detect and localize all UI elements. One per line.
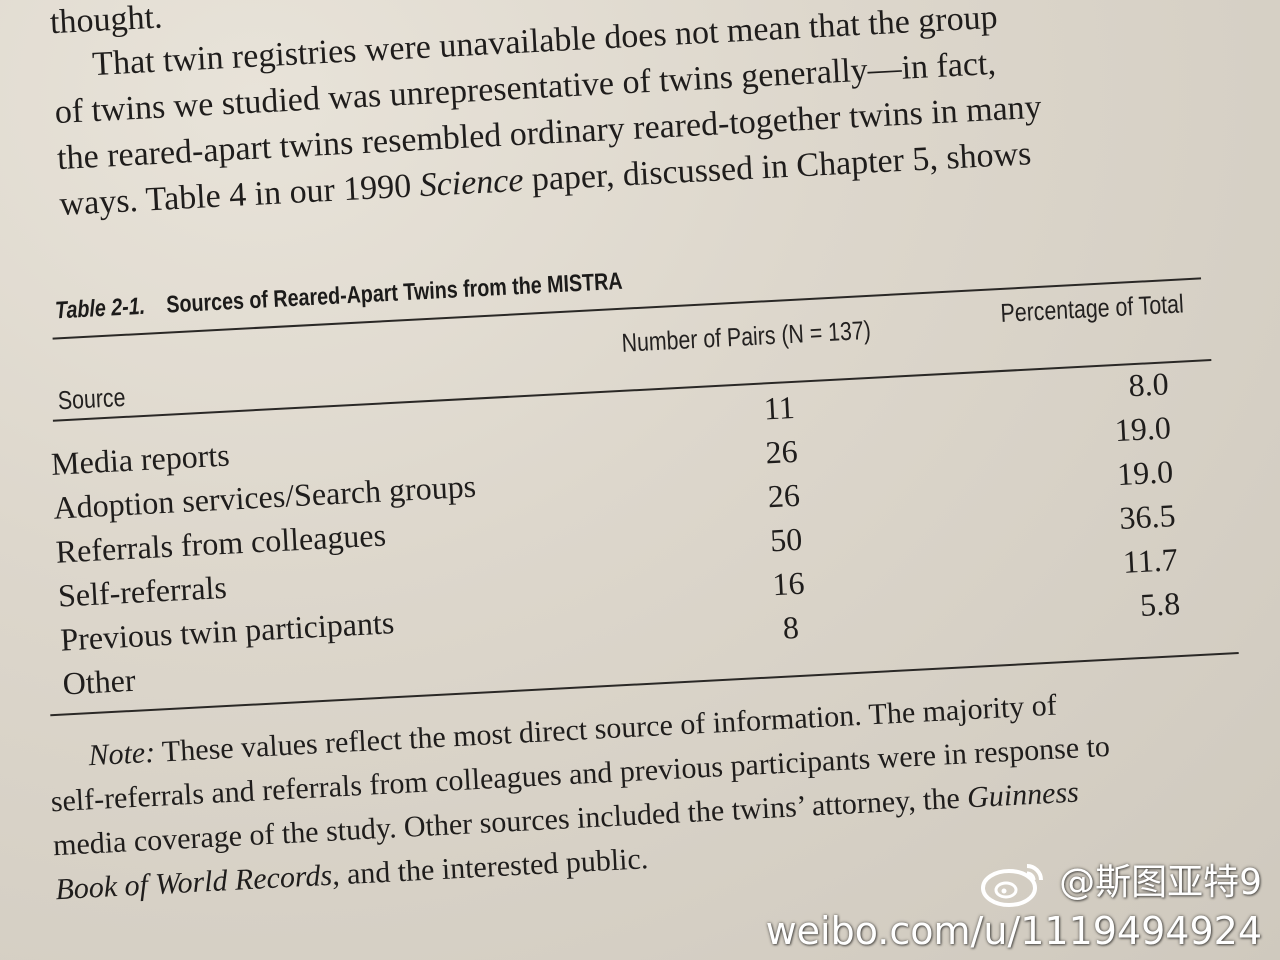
- cell-percentage: 19.0: [1113, 409, 1172, 449]
- column-header-percentage: Percentage of Total: [999, 288, 1185, 328]
- watermark-handle: @斯图亚特9: [1059, 862, 1262, 903]
- cell-source: Self-referrals: [57, 568, 228, 614]
- cell-source: Media reports: [50, 436, 231, 482]
- body-text: thought.: [49, 0, 164, 42]
- watermark: @斯图亚特9 weibo.com/u/1119494924: [766, 858, 1262, 954]
- cell-pairs: 8: [781, 608, 800, 646]
- cell-pairs: 26: [764, 432, 799, 471]
- cell-percentage: 19.0: [1116, 453, 1175, 493]
- cell-pairs: 16: [771, 564, 806, 603]
- weibo-logo-icon: [981, 864, 1044, 907]
- cell-pairs: 26: [766, 476, 801, 515]
- cell-percentage: 5.8: [1139, 585, 1181, 624]
- column-header-source: Source: [57, 381, 127, 416]
- watermark-handle-row: @斯图亚特9: [766, 858, 1262, 908]
- watermark-url: weibo.com/u/1119494924: [765, 909, 1262, 953]
- cell-source: Other: [61, 661, 137, 702]
- note-text-italic: Book of World Records,: [54, 858, 341, 907]
- cell-percentage: 11.7: [1122, 541, 1179, 580]
- table-caption: Table 2-1. Sources of Reared-Apart Twins …: [54, 268, 623, 326]
- cell-pairs: 50: [769, 520, 804, 559]
- column-header-pairs: Number of Pairs (N = 137): [620, 314, 872, 358]
- note-label: Note:: [87, 735, 156, 773]
- cell-percentage: 8.0: [1127, 365, 1170, 404]
- cell-percentage: 36.5: [1118, 497, 1177, 537]
- note-text-italic: Guinness: [966, 775, 1080, 815]
- cell-pairs: 11: [762, 388, 796, 427]
- body-text-italic: Science: [418, 161, 525, 205]
- table-number: Table 2-1.: [54, 292, 146, 325]
